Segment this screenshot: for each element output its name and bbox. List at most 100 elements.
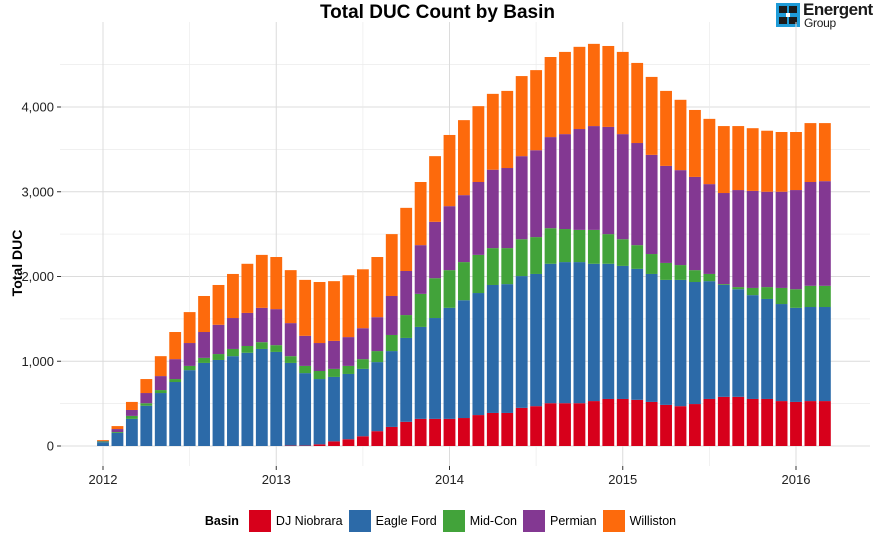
bar-segment-eagle-ford <box>429 318 441 419</box>
bar-segment-eagle-ford <box>400 337 413 422</box>
bar-stack <box>544 57 557 446</box>
legend-swatch <box>442 510 465 532</box>
bar-segment-mid-con <box>458 262 470 301</box>
legend-item-mid-con: Mid-Con <box>442 510 517 532</box>
bar-stack <box>573 46 586 446</box>
bar-segment-eagle-ford <box>616 265 629 399</box>
legend-item-dj-niobrara: DJ Niobrara <box>248 510 343 532</box>
bar-segment-mid-con <box>443 270 456 308</box>
bar-stack <box>645 76 658 446</box>
bar-segment-dj-niobrara <box>631 399 644 446</box>
bar-segment-dj-niobrara <box>674 406 687 446</box>
bar-segment-mid-con <box>429 278 441 319</box>
bar-segment-mid-con <box>385 334 398 352</box>
bar-segment-permian <box>458 195 470 263</box>
bar-segment-eagle-ford <box>125 418 138 446</box>
bar-segment-eagle-ford <box>198 362 210 446</box>
bar-stack <box>631 62 644 446</box>
bar-segment-permian <box>443 206 456 271</box>
bar-segment-mid-con <box>400 315 413 338</box>
bar-segment-dj-niobrara <box>645 401 658 446</box>
bar-segment-mid-con <box>804 285 817 308</box>
bar-stack <box>270 257 283 446</box>
y-tick-label: 3,000 <box>21 184 54 199</box>
bar-segment-eagle-ford <box>313 379 326 445</box>
bar-segment-dj-niobrara <box>761 398 774 446</box>
bar-segment-eagle-ford <box>486 284 499 413</box>
bar-segment-permian <box>198 332 210 358</box>
bar-segment-eagle-ford <box>645 273 658 402</box>
logo-subtitle: Group <box>804 16 836 30</box>
bar-segment-williston <box>385 234 398 296</box>
bar-segment-permian <box>689 176 701 271</box>
bar-stack <box>443 134 456 446</box>
bar-segment-eagle-ford <box>573 262 586 404</box>
legend-swatch <box>348 510 371 532</box>
bar-segment-mid-con <box>631 245 644 269</box>
bar-segment-mid-con <box>501 248 514 285</box>
legend-item-eagle-ford: Eagle Ford <box>348 510 437 532</box>
bar-segment-williston <box>198 295 210 333</box>
bar-segment-permian <box>746 190 759 288</box>
bar-stack <box>602 45 615 446</box>
bar-segment-dj-niobrara <box>515 407 528 446</box>
bar-segment-permian <box>645 154 658 255</box>
bar-stack <box>154 356 167 446</box>
bar-segment-permian <box>501 168 514 249</box>
bar-segment-williston <box>140 379 153 394</box>
bar-segment-permian <box>818 181 831 286</box>
bar-stack <box>818 123 831 446</box>
bar-segment-permian <box>515 156 528 240</box>
bar-segment-williston <box>429 156 441 222</box>
bar-stack <box>501 90 514 446</box>
legend-item-williston: Williston <box>602 510 676 532</box>
bar-segment-williston <box>660 90 672 166</box>
bar-stack <box>241 263 254 446</box>
bar-segment-permian <box>284 323 297 357</box>
bar-segment-williston <box>515 76 528 157</box>
bar-stack <box>790 132 802 446</box>
chart-title: Total DUC Count by Basin <box>319 2 556 23</box>
bar-segment-williston <box>299 279 312 336</box>
bar-stack <box>472 106 485 446</box>
bar-segment-dj-niobrara <box>342 439 355 446</box>
bar-stack <box>458 120 470 446</box>
bar-segment-williston <box>97 440 109 441</box>
bar-segment-mid-con <box>573 229 586 263</box>
bar-segment-eagle-ford <box>717 284 730 397</box>
bar-segment-mid-con <box>154 390 167 394</box>
bar-segment-williston <box>443 134 456 207</box>
bar-segment-dj-niobrara <box>616 398 629 446</box>
bar-segment-mid-con <box>761 287 774 299</box>
bar-segment-permian <box>371 317 384 352</box>
bar-stack <box>775 132 788 446</box>
bar-segment-permian <box>140 393 153 404</box>
bar-segment-permian <box>328 340 340 369</box>
bar-stack <box>429 156 441 446</box>
bar-segment-eagle-ford <box>443 307 456 419</box>
bar-segment-mid-con <box>818 285 831 308</box>
bar-segment-williston <box>270 257 283 310</box>
bar-segment-mid-con <box>746 287 759 296</box>
legend-swatch <box>523 510 546 532</box>
x-tick-label: 2015 <box>608 472 637 487</box>
x-tick-label: 2016 <box>782 472 811 487</box>
legend-item-permian: Permian <box>523 510 597 532</box>
bar-stack <box>660 90 672 446</box>
bar-segment-williston <box>602 45 615 127</box>
bar-segment-mid-con <box>559 229 571 263</box>
bar-segment-dj-niobrara <box>458 418 470 446</box>
bar-segment-mid-con <box>270 345 283 352</box>
bar-segment-williston <box>501 90 514 169</box>
bar-segment-eagle-ford <box>472 293 485 416</box>
bar-segment-eagle-ford <box>660 279 672 405</box>
bar-segment-williston <box>371 257 384 318</box>
bar-stack <box>125 401 138 446</box>
legend-label: DJ Niobrara <box>275 514 343 528</box>
bar-segment-mid-con <box>717 284 730 285</box>
bar-segment-eagle-ford <box>515 276 528 408</box>
bar-segment-permian <box>631 143 644 246</box>
bar-segment-dj-niobrara <box>429 418 441 446</box>
bar-segment-williston <box>212 284 225 325</box>
bar-segment-williston <box>400 207 413 271</box>
